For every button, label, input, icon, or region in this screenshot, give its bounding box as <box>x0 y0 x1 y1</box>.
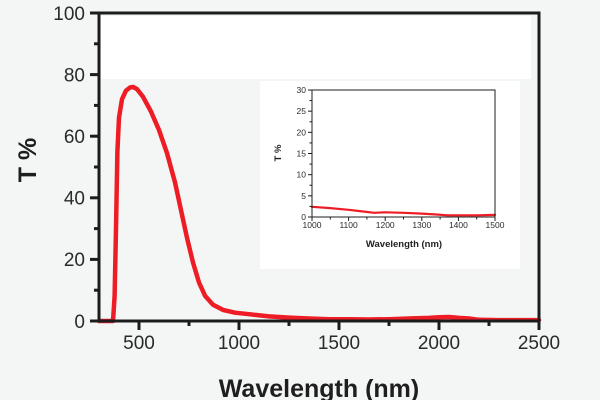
main-y-tick-label: 40 <box>64 189 85 210</box>
inset-panel <box>260 81 520 269</box>
main-x-axis-title: Wavelength (nm) <box>219 375 419 400</box>
inset-x-ticks: 1000 1100 1200 1300 1400 1500 <box>303 217 505 230</box>
inset-y-tick-label: 10 <box>297 170 307 180</box>
inset-series-line-0 <box>310 205 497 217</box>
main-x-tick-label: 500 <box>123 333 155 354</box>
main-y-tick-label: 100 <box>53 4 85 25</box>
main-y-ticks: 0 20 40 60 80 100 <box>53 4 99 333</box>
inset-y-axis-title: T % <box>273 144 284 161</box>
main-x-tick-label: 2000 <box>418 333 460 354</box>
inset-x-axis-title: Wavelength (nm) <box>366 239 442 250</box>
inset-y-tick-label: 5 <box>301 191 306 201</box>
inset-x-tick-label: 1000 <box>303 220 322 230</box>
inset-y-tick-label: 25 <box>297 106 307 116</box>
inset-y-tick-label: 0 <box>301 212 306 222</box>
main-y-tick-label: 0 <box>74 312 85 333</box>
inset-x-tick-label: 1500 <box>486 220 505 230</box>
inset-y-tick-label: 15 <box>297 149 307 159</box>
main-y-axis-title: T % <box>14 138 42 182</box>
inset-y-tick-label: 20 <box>297 127 307 137</box>
main-x-tick-label: 2500 <box>518 333 560 354</box>
main-series-line-0 <box>96 84 542 324</box>
main-y-tick-label: 20 <box>64 250 85 271</box>
main-y-tick-label: 80 <box>64 65 85 86</box>
main-y-tick-label: 60 <box>64 127 85 148</box>
main-x-tick-label: 1500 <box>318 333 360 354</box>
main-x-tick-label: 1000 <box>218 333 260 354</box>
inset-plot: 1000 1100 1200 1300 1400 1500 0 5 10 15 20 25 30 Wa… <box>273 85 505 250</box>
top-whiteout-panel <box>101 16 531 79</box>
main-series-group <box>96 84 542 324</box>
inset-x-tick-label: 1400 <box>449 220 468 230</box>
inset-x-tick-label: 1100 <box>339 220 358 230</box>
inset-x-tick-label: 1300 <box>412 220 431 230</box>
main-x-ticks: 500 1000 1500 2000 2500 <box>123 321 560 354</box>
inset-y-ticks: 0 5 10 15 20 25 30 <box>297 85 312 222</box>
inset-series-group <box>310 205 497 217</box>
inset-y-tick-label: 30 <box>297 85 307 95</box>
inset-x-tick-label: 1200 <box>376 220 395 230</box>
